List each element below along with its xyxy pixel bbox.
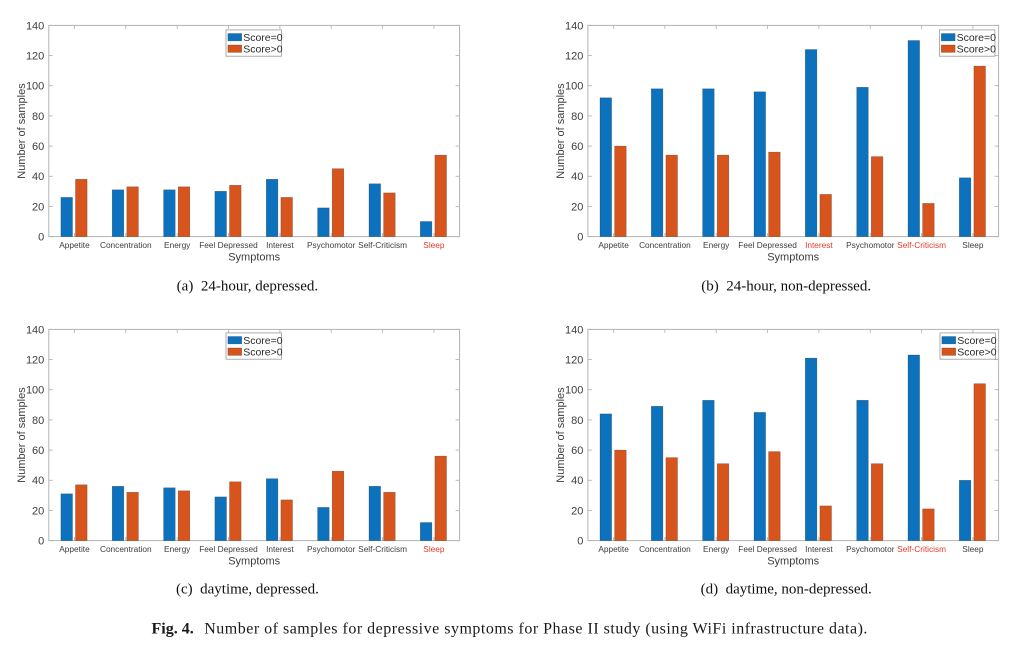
svg-text:40: 40	[571, 171, 583, 183]
svg-text:Sleep: Sleep	[962, 544, 984, 554]
svg-text:60: 60	[571, 141, 583, 153]
svg-text:Psychomotor: Psychomotor	[307, 544, 356, 554]
svg-text:20: 20	[32, 201, 44, 213]
svg-text:80: 80	[571, 415, 583, 427]
svg-text:100: 100	[565, 81, 583, 93]
svg-text:Number of samples: Number of samples	[16, 83, 28, 179]
svg-text:20: 20	[571, 201, 583, 213]
svg-text:Interest: Interest	[805, 240, 833, 250]
svg-text:Concentration: Concentration	[100, 240, 152, 250]
svg-text:Self-Criticism: Self-Criticism	[358, 544, 407, 554]
svg-text:100: 100	[26, 385, 44, 397]
svg-text:Energy: Energy	[164, 544, 191, 554]
svg-text:Appetite: Appetite	[598, 240, 629, 250]
svg-text:20: 20	[571, 505, 583, 517]
svg-text:Score=0: Score=0	[243, 335, 283, 347]
svg-text:40: 40	[571, 475, 583, 487]
svg-text:Score=0: Score=0	[243, 32, 283, 44]
svg-text:Score>0: Score>0	[243, 43, 283, 55]
svg-text:120: 120	[26, 355, 44, 367]
svg-text:Feel Depressed: Feel Depressed	[738, 544, 797, 554]
svg-text:140: 140	[26, 324, 44, 336]
svg-text:140: 140	[26, 20, 44, 32]
svg-text:Score>0: Score>0	[957, 346, 997, 358]
svg-text:20: 20	[32, 505, 44, 517]
svg-text:Symptoms: Symptoms	[767, 555, 819, 567]
svg-text:40: 40	[32, 475, 44, 487]
svg-text:0: 0	[38, 536, 44, 548]
svg-text:Score=0: Score=0	[957, 335, 997, 347]
svg-text:Energy: Energy	[703, 240, 730, 250]
svg-text:(d) daytime, non-depressed.: (d) daytime, non-depressed.	[701, 582, 872, 598]
svg-text:40: 40	[32, 171, 44, 183]
svg-text:Energy: Energy	[703, 544, 730, 554]
svg-text:0: 0	[577, 232, 583, 244]
svg-text:Psychomotor: Psychomotor	[846, 544, 895, 554]
svg-text:Sleep: Sleep	[423, 240, 445, 250]
svg-text:Concentration: Concentration	[639, 544, 691, 554]
svg-text:60: 60	[32, 141, 44, 153]
svg-text:(c) daytime, depressed.: (c) daytime, depressed.	[176, 582, 319, 598]
svg-text:Sleep: Sleep	[962, 240, 984, 250]
svg-text:Feel Depressed: Feel Depressed	[738, 240, 797, 250]
svg-text:Interest: Interest	[805, 544, 833, 554]
svg-text:Number of samples: Number of samples	[16, 387, 28, 483]
svg-text:140: 140	[565, 324, 583, 336]
svg-text:Self-Criticism: Self-Criticism	[897, 240, 946, 250]
svg-text:120: 120	[565, 355, 583, 367]
svg-text:Number of samples: Number of samples	[555, 83, 567, 179]
svg-text:Psychomotor: Psychomotor	[307, 240, 356, 250]
svg-text:0: 0	[38, 232, 44, 244]
svg-text:60: 60	[32, 445, 44, 457]
svg-text:Concentration: Concentration	[100, 544, 152, 554]
svg-text:Symptoms: Symptoms	[228, 555, 280, 567]
svg-text:Appetite: Appetite	[59, 240, 90, 250]
svg-text:Feel Depressed: Feel Depressed	[199, 544, 258, 554]
svg-text:140: 140	[565, 20, 583, 32]
svg-text:Score>0: Score>0	[243, 346, 283, 358]
svg-text:Symptoms: Symptoms	[228, 251, 280, 263]
svg-text:100: 100	[26, 81, 44, 93]
svg-text:80: 80	[32, 415, 44, 427]
svg-text:Appetite: Appetite	[59, 544, 90, 554]
svg-text:120: 120	[565, 51, 583, 63]
svg-text:Energy: Energy	[164, 240, 191, 250]
svg-text:Symptoms: Symptoms	[767, 251, 819, 263]
svg-text:(a) 24-hour, depressed.: (a) 24-hour, depressed.	[177, 278, 318, 294]
svg-text:60: 60	[571, 445, 583, 457]
svg-text:80: 80	[571, 111, 583, 123]
svg-text:Feel Depressed: Feel Depressed	[199, 240, 258, 250]
svg-text:(b) 24-hour, non-depressed.: (b) 24-hour, non-depressed.	[701, 278, 871, 294]
svg-text:Psychomotor: Psychomotor	[846, 240, 895, 250]
svg-text:Self-Criticism: Self-Criticism	[358, 240, 407, 250]
svg-text:Interest: Interest	[266, 544, 294, 554]
svg-text:Sleep: Sleep	[423, 544, 445, 554]
svg-text:120: 120	[26, 51, 44, 63]
svg-text:Concentration: Concentration	[639, 240, 691, 250]
svg-text:100: 100	[565, 385, 583, 397]
svg-text:Score=0: Score=0	[957, 32, 997, 44]
svg-text:Score>0: Score>0	[957, 43, 997, 55]
svg-text:Self-Criticism: Self-Criticism	[897, 544, 946, 554]
svg-text:Number of samples: Number of samples	[555, 387, 567, 483]
svg-text:0: 0	[577, 536, 583, 548]
svg-text:Appetite: Appetite	[598, 544, 629, 554]
svg-text:80: 80	[32, 111, 44, 123]
svg-text:Fig. 4. Number of samples for: Fig. 4. Number of samples for depressive…	[152, 621, 868, 638]
svg-text:Interest: Interest	[266, 240, 294, 250]
